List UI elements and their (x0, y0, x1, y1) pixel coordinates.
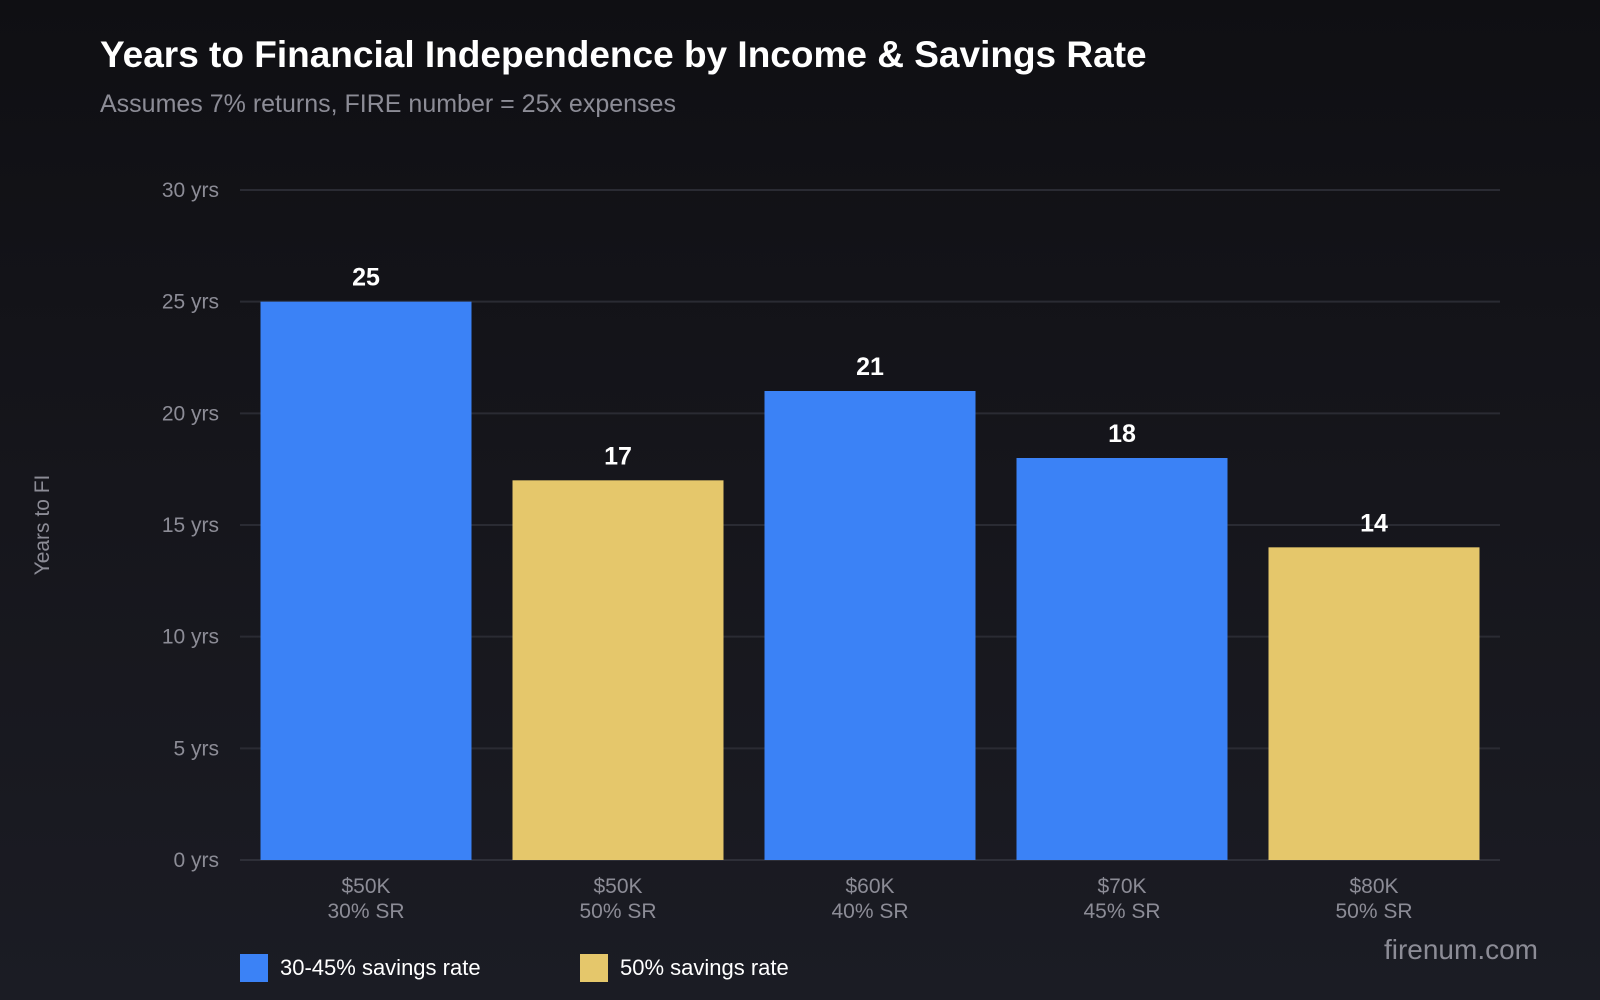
legend-item-low-rate: 30-45% savings rate (240, 954, 481, 982)
value-label: 25 (352, 264, 380, 292)
bar (1268, 547, 1480, 860)
legend-swatch (580, 954, 608, 982)
bar (764, 391, 976, 860)
y-tick-label: 30 yrs (162, 179, 219, 202)
watermark: firenum.com (1383, 934, 1538, 965)
x-tick-label: $50K (593, 875, 642, 898)
value-label: 17 (604, 442, 632, 470)
y-tick-label: 15 yrs (162, 514, 219, 537)
x-tick-label: $70K (1097, 875, 1146, 898)
x-tick-label: 45% SR (1083, 900, 1160, 923)
chart-title: Years to Financial Independence by Incom… (100, 34, 1147, 75)
x-tick-label: 50% SR (1335, 900, 1412, 923)
bar (1016, 458, 1228, 860)
bar (512, 480, 724, 860)
legend-label: 50% savings rate (620, 955, 789, 980)
x-tick-label: $60K (845, 875, 894, 898)
y-tick-label: 25 yrs (162, 291, 219, 314)
value-label: 18 (1108, 420, 1136, 448)
y-tick-label: 20 yrs (162, 402, 219, 425)
legend-item-high-rate: 50% savings rate (580, 954, 789, 982)
legend-label: 30-45% savings rate (280, 955, 481, 980)
x-tick-label: $50K (341, 875, 390, 898)
y-tick-label: 0 yrs (173, 849, 219, 872)
x-tick-label: $80K (1349, 875, 1398, 898)
y-tick-label: 10 yrs (162, 626, 219, 649)
value-label: 21 (856, 353, 884, 381)
x-tick-label: 40% SR (831, 900, 908, 923)
x-tick-label: 50% SR (579, 900, 656, 923)
y-axis-label: Years to FI (31, 475, 54, 576)
legend-swatch (240, 954, 268, 982)
x-tick-label: 30% SR (327, 900, 404, 923)
bar (260, 301, 472, 861)
value-label: 14 (1360, 509, 1388, 537)
chart-subtitle: Assumes 7% returns, FIRE number = 25x ex… (100, 90, 676, 118)
y-tick-label: 5 yrs (173, 737, 219, 760)
